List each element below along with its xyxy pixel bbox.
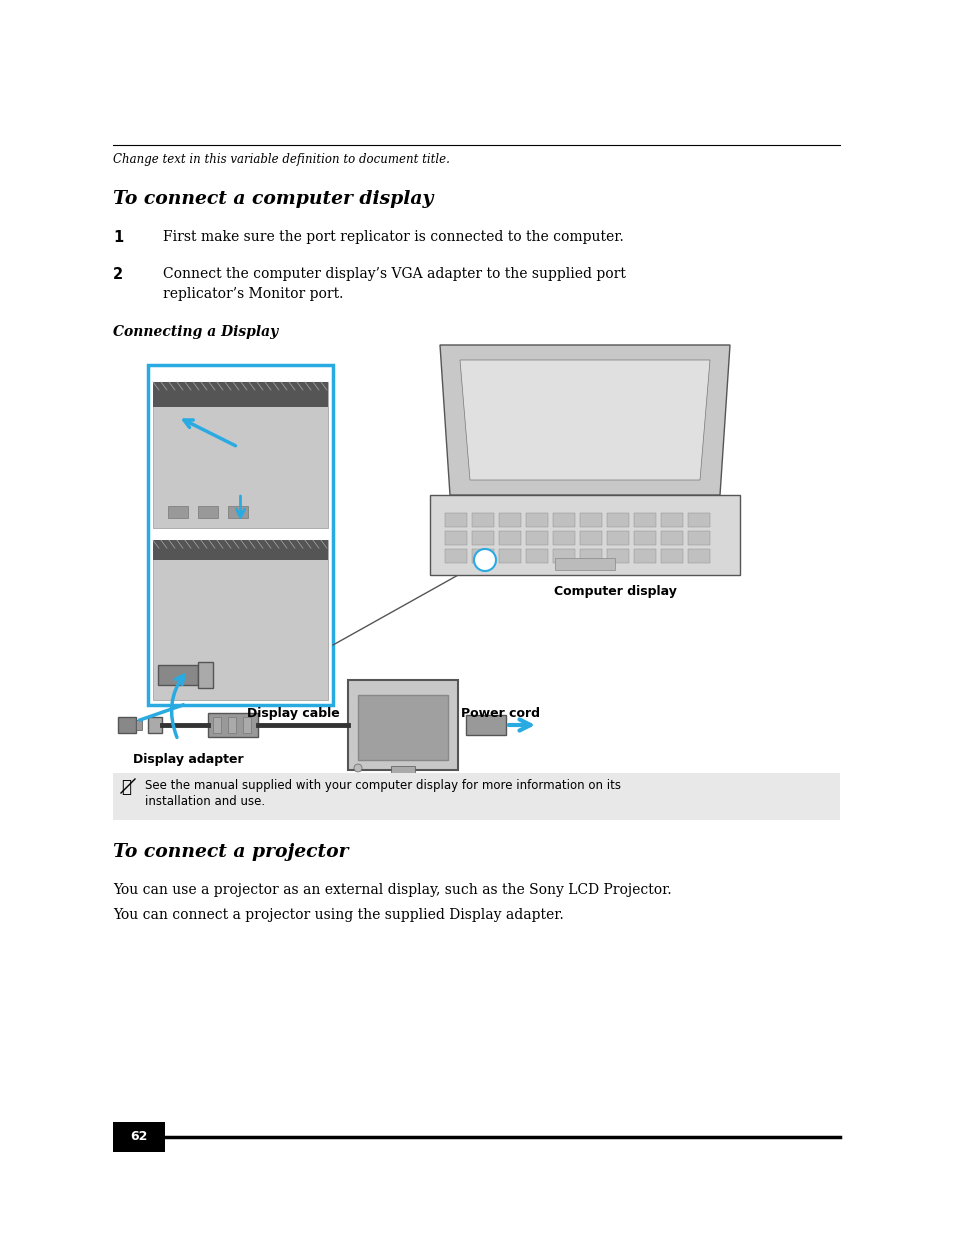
Bar xyxy=(634,550,656,563)
Text: replicator’s Monitor port.: replicator’s Monitor port. xyxy=(163,287,343,301)
Text: Connect the computer display’s VGA adapter to the supplied port: Connect the computer display’s VGA adapt… xyxy=(163,267,625,282)
Bar xyxy=(553,513,575,527)
Bar xyxy=(553,531,575,545)
Bar xyxy=(606,550,628,563)
Bar xyxy=(465,715,505,735)
Bar xyxy=(687,513,709,527)
Bar xyxy=(660,513,682,527)
Text: You can use a projector as an external display, such as the Sony LCD Projector.: You can use a projector as an external d… xyxy=(112,883,671,897)
Bar xyxy=(444,550,467,563)
Bar xyxy=(213,718,221,734)
Bar xyxy=(606,513,628,527)
Bar xyxy=(228,718,235,734)
Bar xyxy=(472,550,494,563)
Polygon shape xyxy=(439,345,729,495)
Bar xyxy=(198,662,213,688)
Text: Connecting a Display: Connecting a Display xyxy=(112,325,278,338)
Bar xyxy=(148,718,162,734)
Bar xyxy=(525,531,547,545)
Bar xyxy=(158,664,198,685)
Bar xyxy=(498,513,520,527)
Bar xyxy=(472,513,494,527)
Bar xyxy=(243,718,251,734)
Ellipse shape xyxy=(354,764,361,772)
Text: Power cord: Power cord xyxy=(461,706,540,720)
Ellipse shape xyxy=(474,550,496,571)
Bar xyxy=(472,531,494,545)
Bar xyxy=(660,531,682,545)
Text: See the manual supplied with your computer display for more information on its: See the manual supplied with your comput… xyxy=(145,779,620,792)
Bar xyxy=(525,513,547,527)
Text: First make sure the port replicator is connected to the computer.: First make sure the port replicator is c… xyxy=(163,230,623,245)
Text: ℒ: ℒ xyxy=(121,779,131,797)
Bar xyxy=(555,558,615,571)
Bar xyxy=(198,506,218,519)
Bar xyxy=(579,513,601,527)
Bar xyxy=(380,774,424,781)
Bar xyxy=(444,513,467,527)
Bar xyxy=(498,550,520,563)
Text: 1: 1 xyxy=(112,230,123,245)
FancyBboxPatch shape xyxy=(148,366,333,705)
Text: Computer display: Computer display xyxy=(553,585,676,598)
Text: Change text in this variable definition to document title.: Change text in this variable definition … xyxy=(112,153,450,165)
Text: To connect a computer display: To connect a computer display xyxy=(112,190,433,207)
Polygon shape xyxy=(459,359,709,480)
Bar xyxy=(579,531,601,545)
Bar xyxy=(152,540,328,700)
Bar xyxy=(357,695,448,760)
Bar xyxy=(168,506,188,519)
Text: 62: 62 xyxy=(131,1130,148,1144)
Bar xyxy=(498,531,520,545)
Bar xyxy=(118,718,136,734)
Bar xyxy=(444,531,467,545)
Bar xyxy=(579,550,601,563)
Bar xyxy=(634,513,656,527)
Bar xyxy=(634,531,656,545)
Bar xyxy=(208,713,257,737)
Bar xyxy=(136,720,142,730)
Text: To connect a projector: To connect a projector xyxy=(112,844,348,861)
Bar xyxy=(152,540,328,561)
Bar xyxy=(228,506,248,519)
Bar xyxy=(525,550,547,563)
Text: Display adapter: Display adapter xyxy=(132,753,243,766)
Bar xyxy=(606,531,628,545)
Bar xyxy=(152,382,328,529)
Text: installation and use.: installation and use. xyxy=(145,795,265,808)
Bar xyxy=(112,773,840,820)
Bar xyxy=(687,550,709,563)
Bar xyxy=(152,382,328,408)
Bar xyxy=(687,531,709,545)
Bar xyxy=(348,680,457,769)
Bar xyxy=(391,766,415,778)
Text: You can connect a projector using the supplied Display adapter.: You can connect a projector using the su… xyxy=(112,908,563,923)
Bar xyxy=(660,550,682,563)
Text: Display cable: Display cable xyxy=(247,706,339,720)
Bar xyxy=(430,495,740,576)
Text: 2: 2 xyxy=(112,267,123,282)
Bar xyxy=(112,1123,165,1152)
Bar xyxy=(553,550,575,563)
